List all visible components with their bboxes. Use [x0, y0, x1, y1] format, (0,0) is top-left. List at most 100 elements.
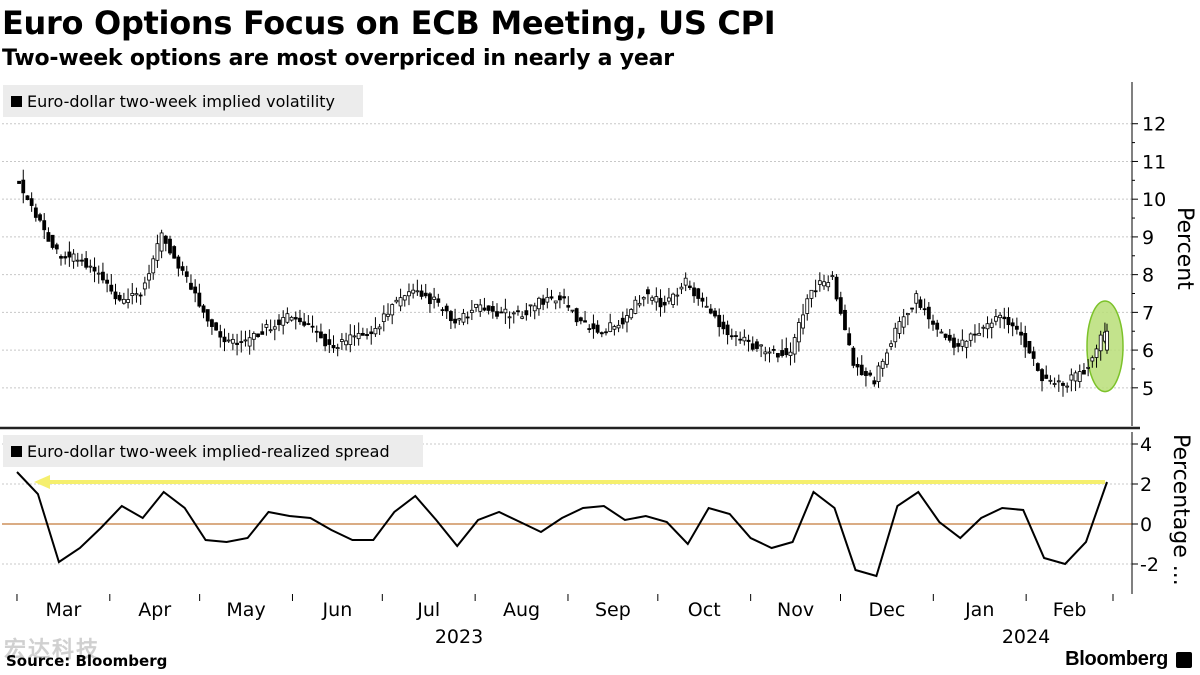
- candle-body: [885, 352, 889, 365]
- candle-body: [763, 351, 768, 355]
- candle-body: [876, 365, 881, 382]
- top-panel: 5 6 7 8 9 10 11 12 Percent Euro-dollar two-week…: [2, 82, 1197, 426]
- candle-body: [88, 265, 93, 268]
- candle-body: [780, 350, 784, 356]
- candle-body: [746, 339, 751, 342]
- candle-body: [398, 297, 403, 307]
- candle-body: [478, 304, 483, 312]
- candle-body: [931, 320, 935, 325]
- candle-body: [520, 316, 525, 319]
- candle-body: [1065, 385, 1070, 388]
- candle-body: [989, 322, 994, 328]
- top-legend-label: Euro-dollar two-week implied volatility: [27, 92, 335, 111]
- candle-body: [289, 316, 294, 321]
- candle-body: [218, 331, 223, 338]
- candle-body: [201, 305, 206, 313]
- candle-body: [147, 273, 151, 281]
- candle-body: [348, 334, 353, 345]
- candle-body: [935, 322, 940, 330]
- candle-body: [432, 296, 437, 300]
- candle-body: [180, 266, 185, 271]
- candle-body: [499, 311, 504, 314]
- candle-body: [184, 271, 189, 277]
- candle-body: [63, 256, 68, 259]
- candle-body: [826, 282, 831, 288]
- candle-body: [436, 298, 441, 303]
- candle-body: [889, 343, 893, 347]
- candle-body: [21, 179, 26, 194]
- candle-body: [939, 331, 944, 334]
- candle-body: [570, 309, 575, 312]
- candle-body: [516, 310, 520, 313]
- candle-body: [302, 321, 307, 326]
- candle-body: [247, 337, 252, 347]
- candle-body: [205, 309, 210, 322]
- candle-body: [428, 293, 432, 305]
- candle-body: [495, 311, 499, 317]
- candle-body: [298, 317, 302, 323]
- candle-body: [922, 308, 927, 311]
- candle-body: [331, 345, 336, 349]
- candle-body: [277, 319, 281, 326]
- candle-body: [319, 331, 323, 339]
- candle-body: [373, 328, 378, 335]
- bottom-y-axis-label: Percentage ...: [1168, 434, 1193, 586]
- candle-body: [813, 290, 818, 293]
- x-year-label: 2023: [435, 626, 483, 648]
- candle-body: [750, 343, 755, 350]
- candle-body: [612, 326, 617, 330]
- candle-body: [926, 306, 931, 320]
- candle-body: [121, 298, 126, 304]
- y-tick-label: 7: [1142, 302, 1154, 324]
- bottom-panel: -2 0 2 4 Percentage ... Euro-dollar two-wee…: [2, 432, 1193, 594]
- candle-body: [323, 333, 328, 347]
- candle-body: [365, 334, 369, 337]
- candle-body: [46, 232, 51, 242]
- candle-body: [210, 319, 214, 327]
- y-tick-label: -2: [1140, 554, 1159, 576]
- candle-body: [981, 326, 986, 329]
- candle-body: [381, 313, 386, 322]
- candle-body: [448, 311, 453, 322]
- candle-body: [84, 258, 89, 268]
- candle-body: [461, 313, 466, 323]
- candle-body: [771, 349, 776, 351]
- candle-body: [553, 300, 558, 304]
- candle-body: [734, 335, 738, 337]
- candle-body: [230, 338, 235, 344]
- x-month-label: Jul: [416, 599, 440, 621]
- candle-body: [968, 333, 973, 341]
- candle-body: [151, 258, 156, 274]
- candle-body: [742, 336, 747, 342]
- candle-body: [545, 296, 550, 303]
- y-tick-label: 0: [1140, 514, 1152, 536]
- candle-body: [101, 271, 105, 281]
- candle-body: [251, 333, 256, 340]
- candle-body: [474, 303, 478, 308]
- candle-body: [25, 195, 30, 201]
- candle-body: [541, 298, 546, 305]
- highlight-ellipse: [1086, 300, 1124, 393]
- candle-body: [1086, 366, 1091, 369]
- candle-body: [67, 251, 72, 258]
- candle-body: [713, 310, 717, 317]
- candle-body: [729, 335, 734, 338]
- candle-body: [528, 304, 533, 307]
- y-tick-label: 12: [1142, 114, 1166, 136]
- candle-body: [344, 340, 348, 346]
- candle-body: [859, 364, 864, 376]
- candle-body: [700, 297, 705, 302]
- highlight-arrow-head: [34, 475, 50, 489]
- candle-body: [775, 353, 780, 358]
- candle-body: [407, 291, 411, 297]
- candle-body: [415, 290, 420, 293]
- x-month-label: Apr: [138, 599, 171, 621]
- candle-body: [918, 299, 923, 308]
- candle-body: [490, 306, 495, 312]
- candle-body: [1002, 316, 1007, 320]
- candle-body: [843, 309, 847, 331]
- candle-body: [952, 337, 956, 348]
- candle-body: [599, 332, 604, 335]
- candle-body: [1019, 331, 1023, 336]
- candle-body: [134, 293, 139, 296]
